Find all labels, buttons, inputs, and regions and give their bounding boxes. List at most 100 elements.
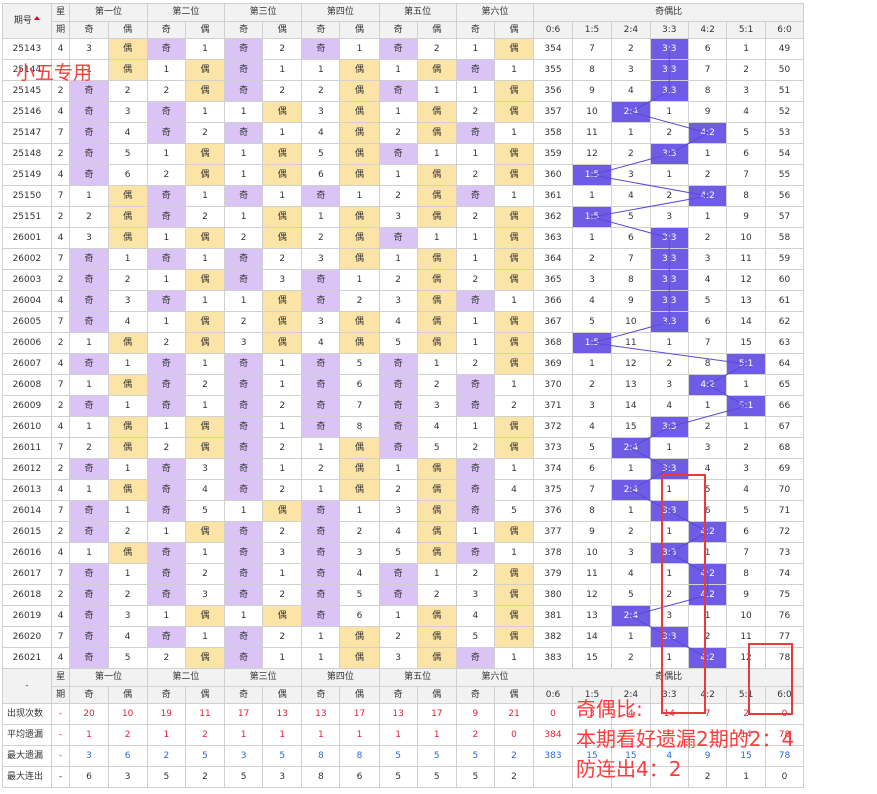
ratio-miss-cell: 379 <box>533 563 573 585</box>
stat-value: 2 <box>107 724 148 746</box>
sort-icon[interactable] <box>33 16 40 20</box>
even-miss-cell: 1 <box>107 563 148 585</box>
even-hit-cell: 偶 <box>184 521 225 543</box>
ratio-miss-cell: 5 <box>571 437 613 459</box>
stat-value: 8 <box>301 766 341 788</box>
odd-hit-cell: 奇 <box>455 290 495 312</box>
even-miss-cell: 1 <box>107 500 148 522</box>
even-hit-cell: 偶 <box>339 164 380 186</box>
even-miss-cell: 1 <box>416 563 457 585</box>
odd-miss-cell: 1 <box>146 311 186 333</box>
even-miss-cell: 5 <box>107 143 148 165</box>
ratio-miss-cell: 4 <box>649 395 689 417</box>
weekday-cell: 2 <box>50 332 71 354</box>
ratio-miss-cell: 63 <box>764 332 805 354</box>
ratio-hit-cell: 5:1 <box>726 353 766 375</box>
even-hit-cell: 偶 <box>416 479 457 501</box>
ratio-miss-cell: 3 <box>726 458 766 480</box>
even-miss-cell: 1 <box>107 353 148 375</box>
even-miss-cell: 2 <box>184 563 225 585</box>
odd-miss-cell: 3 <box>301 311 341 333</box>
ratio-miss-cell: 10 <box>571 101 613 123</box>
odd-miss-cell: 3 <box>378 500 418 522</box>
odd-hit-cell: 奇 <box>223 521 264 543</box>
even-hit-cell: 偶 <box>416 59 457 81</box>
even-miss-cell: 2 <box>184 374 225 396</box>
odd-miss-cell: 2 <box>378 185 418 207</box>
period-header[interactable]: 期号 <box>2 3 52 39</box>
ratio-miss-cell: 1 <box>687 395 728 417</box>
odd-header: 奇 <box>223 686 264 704</box>
ratio-miss-cell: 5 <box>687 290 728 312</box>
even-miss-cell: 4 <box>184 479 225 501</box>
ratio-miss-cell: 6 <box>687 38 728 60</box>
ratio-miss-cell: 376 <box>533 500 573 522</box>
odd-hit-cell: 奇 <box>146 584 186 606</box>
odd-miss-cell: 3 <box>69 38 109 60</box>
even-miss-cell: 3 <box>107 605 148 627</box>
odd-hit-cell: 奇 <box>455 500 495 522</box>
ratio-miss-cell: 4 <box>611 563 651 585</box>
even-hit-cell: 偶 <box>184 437 225 459</box>
odd-hit-cell: 奇 <box>69 269 109 291</box>
ratio-miss-cell: 75 <box>764 584 805 606</box>
even-hit-cell: 偶 <box>107 185 148 207</box>
odd-hit-cell: 奇 <box>223 626 264 648</box>
even-hit-cell: 偶 <box>339 479 380 501</box>
odd-miss-cell: 6 <box>301 164 341 186</box>
stat-value <box>533 766 573 788</box>
period-cell: 26007 <box>2 353 52 375</box>
stat-value: 9 <box>455 703 495 725</box>
period-cell: 26013 <box>2 479 52 501</box>
ratio-miss-cell: 8 <box>687 353 728 375</box>
ratio-miss-cell: 68 <box>764 437 805 459</box>
ratio-miss-cell: 2 <box>611 143 651 165</box>
stat-value: 5 <box>416 766 457 788</box>
odd-hit-cell: 奇 <box>146 542 186 564</box>
stat-value: 21 <box>493 703 535 725</box>
odd-hit-cell: 奇 <box>455 479 495 501</box>
ratio-miss-cell: 380 <box>533 584 573 606</box>
even-hit-cell: 偶 <box>493 248 535 270</box>
table-row: 25146 4 奇 3 奇 1 1 偶 3 偶 1 偶 2 偶 357 10 2:4 1 9 4 52 <box>2 101 877 123</box>
ratio-miss-cell: 7 <box>687 59 728 81</box>
even-miss-cell: 5 <box>339 353 380 375</box>
odd-miss-cell: 3 <box>378 647 418 669</box>
even-hit-cell: 偶 <box>107 542 148 564</box>
even-miss-cell: 5 <box>416 437 457 459</box>
table-row: 26002 7 奇 1 奇 1 奇 2 3 偶 1 偶 1 偶 364 2 7 3:3 3 11 59 <box>2 248 877 270</box>
ratio-miss-cell: 58 <box>764 227 805 249</box>
odd-miss-cell: 2 <box>223 227 264 249</box>
period-cell: 26020 <box>2 626 52 648</box>
weekday-cell: 7 <box>50 500 71 522</box>
period-cell: 26017 <box>2 563 52 585</box>
ratio-miss-cell: 363 <box>533 227 573 249</box>
ratio-miss-cell: 76 <box>764 605 805 627</box>
table-row: 25145 2 奇 2 2 偶奇 2 2 偶奇 1 1 偶 356 9 4 3:3 8 3 51 <box>2 80 877 102</box>
period-cell: 26008 <box>2 374 52 396</box>
even-miss-cell: 5 <box>493 500 535 522</box>
odd-miss-cell: 1 <box>301 626 341 648</box>
ratio-miss-cell: 2 <box>611 38 651 60</box>
even-miss-cell: 1 <box>107 395 148 417</box>
odd-miss-cell: 3 <box>223 332 264 354</box>
weekday-cell: 7 <box>50 374 71 396</box>
ratio-miss-cell: 53 <box>764 122 805 144</box>
table-row: 26014 7 奇 1 奇 5 1 偶奇 1 3 偶奇 5 376 8 1 3:3 6 5 71 <box>2 500 877 522</box>
ratio-miss-cell: 1 <box>611 122 651 144</box>
odd-hit-cell: 奇 <box>69 605 109 627</box>
position-header: 第三位 <box>223 3 303 22</box>
ratio-miss-cell: 373 <box>533 437 573 459</box>
ratio-hit-cell: 3:3 <box>649 227 689 249</box>
even-miss-cell: 3 <box>107 101 148 123</box>
odd-hit-cell: 奇 <box>378 395 418 417</box>
weekday-cell: 7 <box>50 626 71 648</box>
even-hit-cell: 偶 <box>184 143 225 165</box>
period-cell: 26009 <box>2 395 52 417</box>
ratio-header: 奇偶比 <box>533 3 805 22</box>
even-miss-cell: 1 <box>262 647 303 669</box>
odd-hit-cell: 奇 <box>223 353 264 375</box>
ratio-miss-cell: 9 <box>611 290 651 312</box>
even-miss-cell: 1 <box>493 59 535 81</box>
stat-value: 1 <box>339 724 380 746</box>
